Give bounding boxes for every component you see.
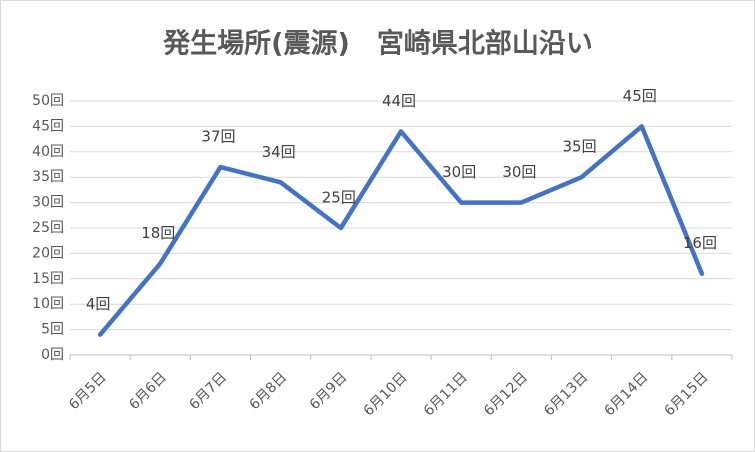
chart-title: 発生場所(震源) 宮崎県北部山沿い xyxy=(162,28,593,60)
y-tick-label: 50回 xyxy=(32,93,64,109)
data-label: 44回 xyxy=(382,92,416,110)
data-label: 18回 xyxy=(141,224,175,242)
y-tick-label: 30回 xyxy=(32,195,64,211)
y-tick-label: 40回 xyxy=(32,144,64,160)
y-tick-label: 20回 xyxy=(32,245,64,261)
y-tick-label: 0回 xyxy=(41,347,64,363)
y-tick-label: 35回 xyxy=(32,169,64,185)
line-series xyxy=(97,124,705,337)
data-label: 30回 xyxy=(502,163,536,181)
y-tick-label: 5回 xyxy=(41,322,64,338)
y-tick-label: 10回 xyxy=(32,296,64,312)
data-label: 34回 xyxy=(262,143,296,161)
data-label: 45回 xyxy=(623,87,657,105)
data-label: 37回 xyxy=(201,128,235,146)
data-label: 4回 xyxy=(86,295,111,313)
data-label: 25回 xyxy=(322,189,356,207)
data-label: 30回 xyxy=(442,163,476,181)
y-tick-label: 25回 xyxy=(32,220,64,236)
y-tick-label: 45回 xyxy=(32,118,64,134)
data-label: 16回 xyxy=(683,234,717,252)
data-label: 35回 xyxy=(562,138,596,156)
y-tick-label: 15回 xyxy=(32,271,64,287)
